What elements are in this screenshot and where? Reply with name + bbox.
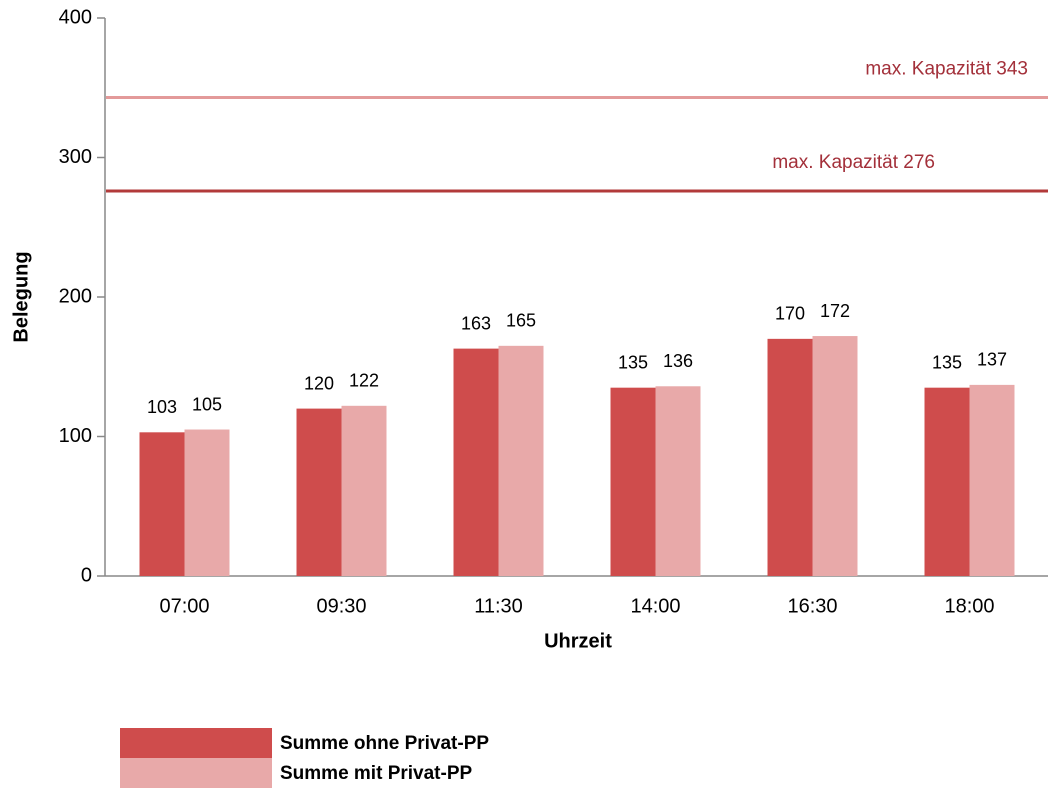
y-axis-label: Belegung [10,251,32,342]
data-label: 163 [461,313,491,333]
x-tick-label: 07:00 [159,595,209,617]
reference-label: max. Kapazität 276 [772,152,935,173]
bar [341,405,387,576]
legend-swatch [120,728,272,758]
bar [924,387,970,576]
data-label: 172 [820,301,850,321]
x-tick-label: 09:30 [316,595,366,617]
data-label: 165 [506,311,536,331]
bar [184,429,230,576]
legend-swatch [120,758,272,788]
legend-label: Summe ohne Privat-PP [280,733,489,754]
bar [139,432,185,576]
x-tick-label: 16:30 [787,595,837,617]
bar [296,408,342,576]
data-label: 170 [775,304,805,324]
data-label: 120 [304,373,334,393]
x-tick-label: 11:30 [474,595,523,617]
bar [498,345,544,576]
data-label: 122 [349,371,379,391]
data-label: 103 [147,397,177,417]
bar [453,348,499,576]
bar [655,386,701,576]
bar [812,336,858,576]
y-tick-label: 400 [59,6,92,28]
y-tick-label: 100 [59,425,92,447]
x-tick-label: 14:00 [630,595,680,617]
bar [767,338,813,576]
legend-label: Summe mit Privat-PP [280,763,472,784]
data-label: 136 [663,351,693,371]
reference-label: max. Kapazität 343 [865,59,1028,80]
y-tick-label: 200 [59,285,92,307]
data-label: 135 [932,352,962,372]
x-tick-label: 18:00 [944,595,994,617]
y-tick-label: 300 [59,146,92,168]
data-label: 105 [192,394,222,414]
bar [610,387,656,576]
bar [969,384,1015,576]
x-axis-label: Uhrzeit [544,630,612,652]
y-tick-label: 0 [81,564,92,586]
data-label: 135 [618,352,648,372]
data-label: 137 [977,350,1007,370]
